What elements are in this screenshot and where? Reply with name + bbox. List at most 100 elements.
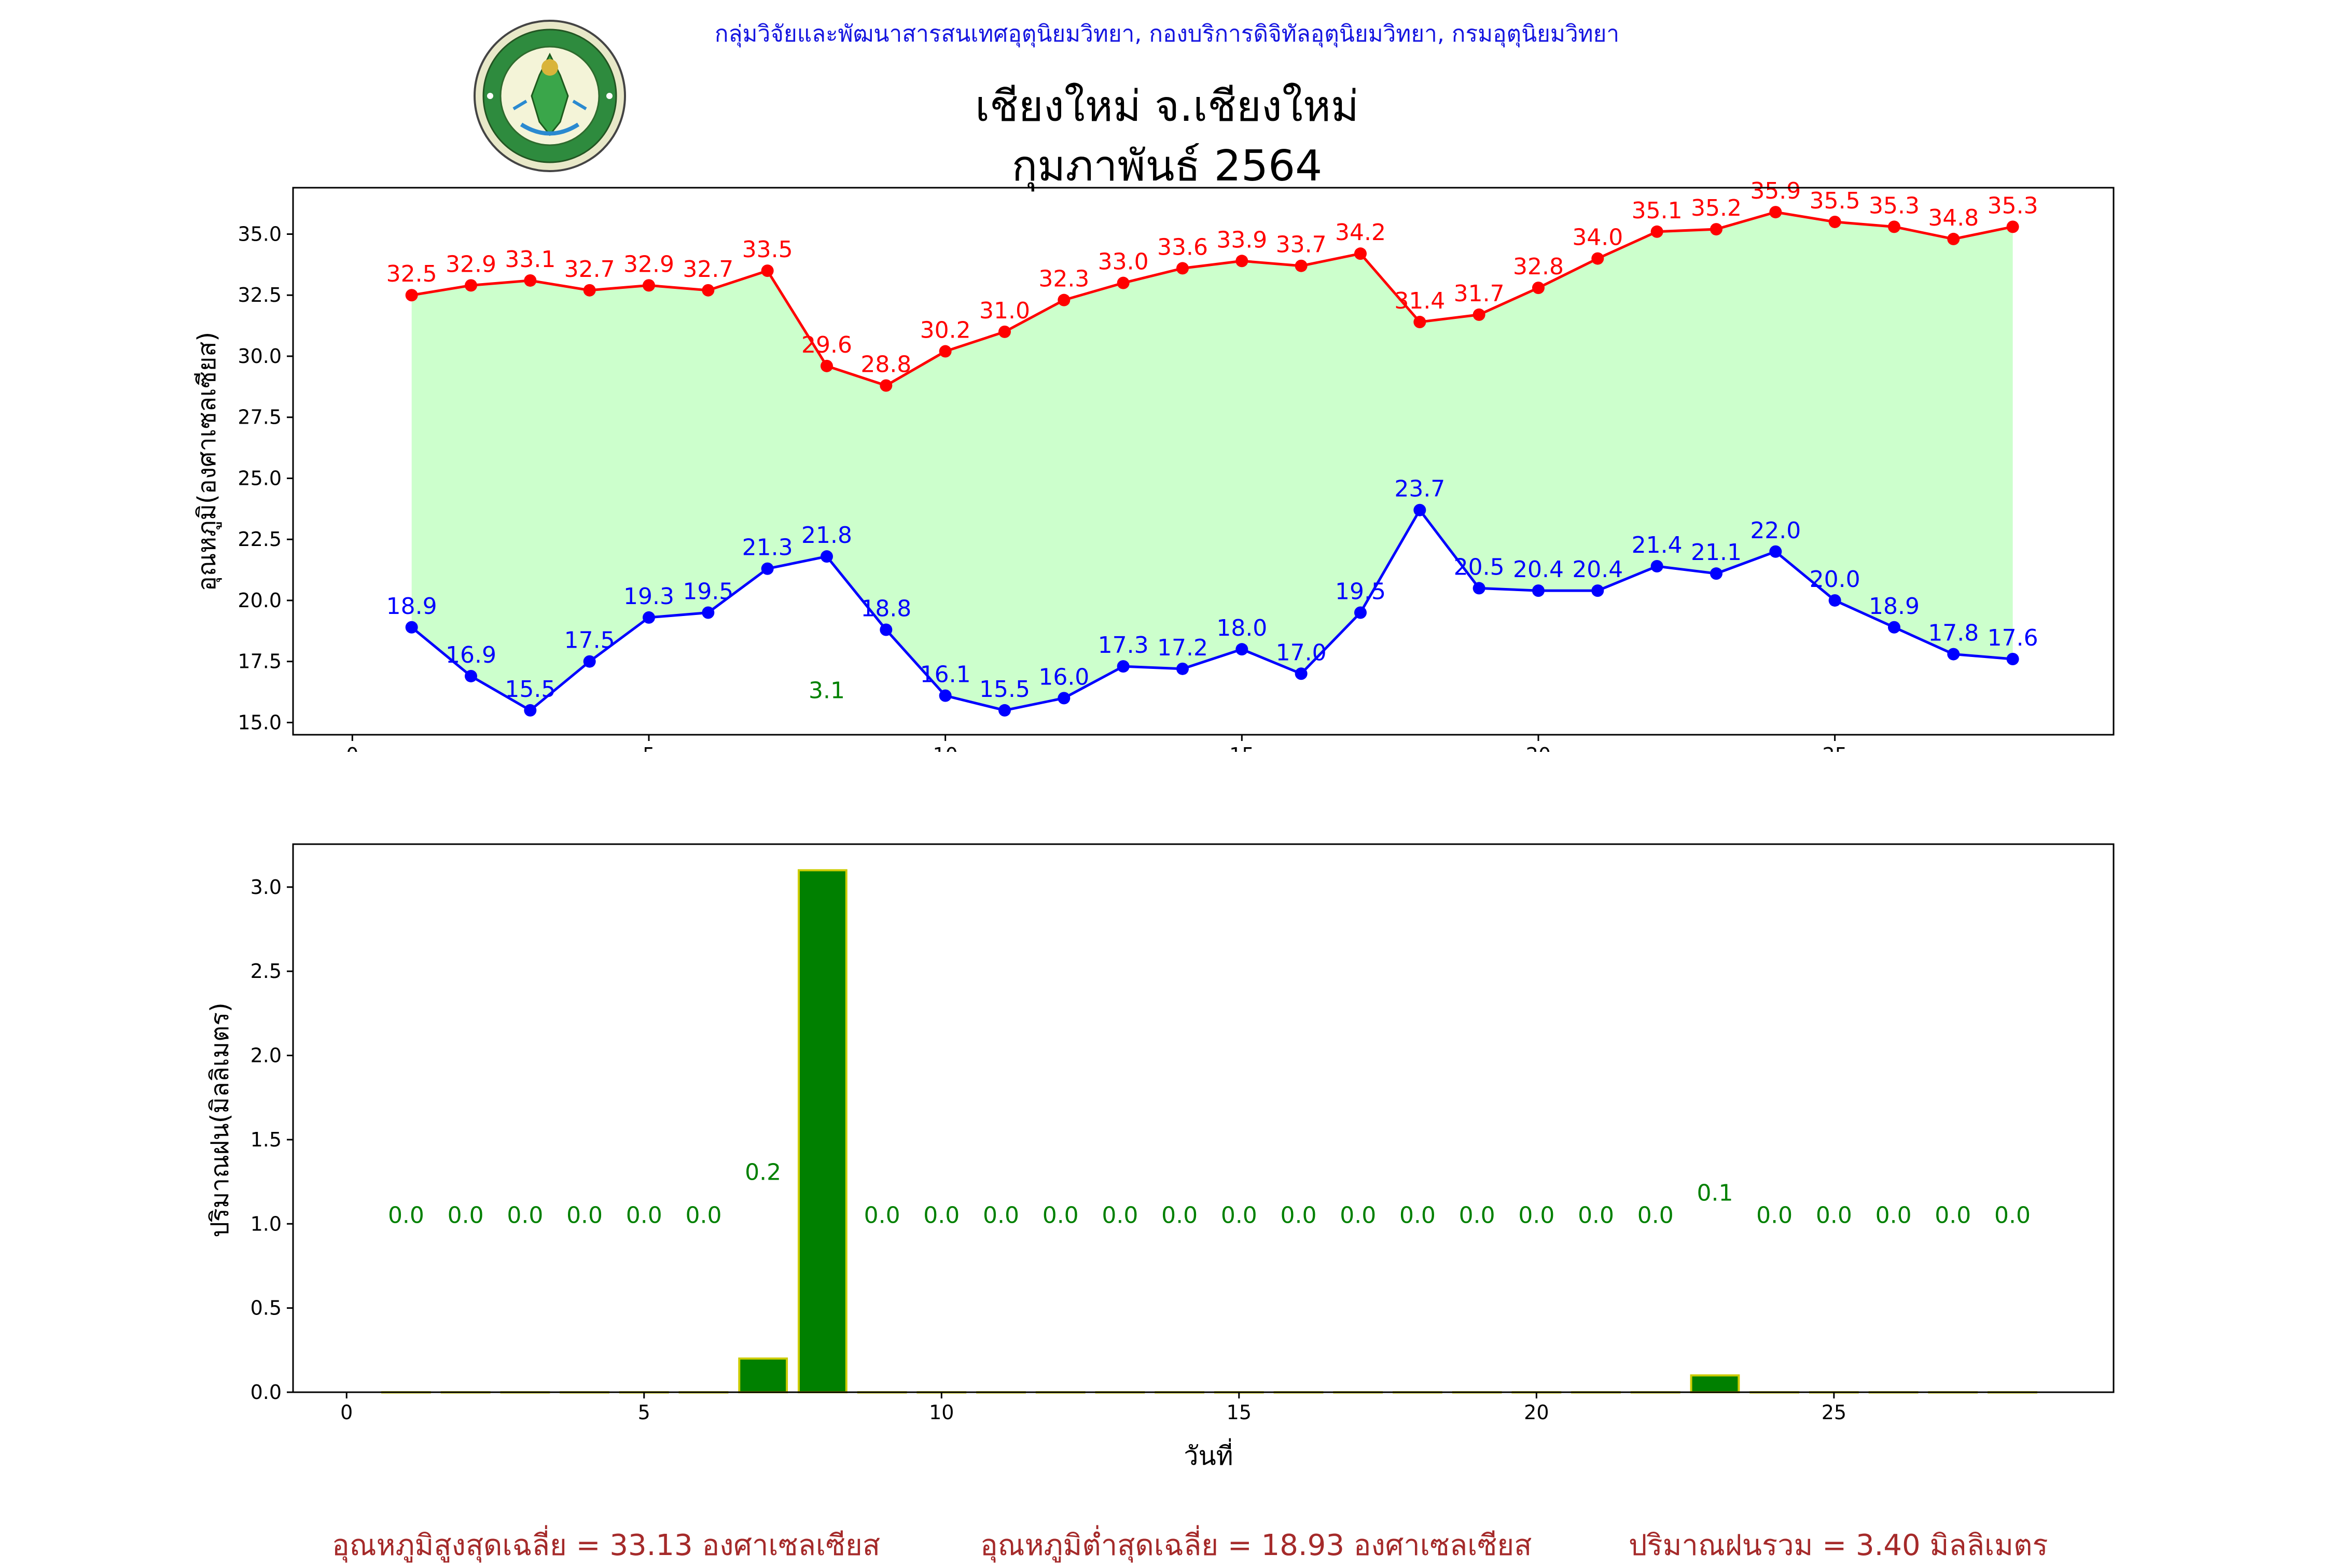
max-temp-value-label: 34.2 [1335,219,1386,246]
meteorological-department-logo [472,18,628,174]
rain-value-label: 0.0 [1816,1202,1852,1228]
rainfall-x-tick-label: 20 [1524,1401,1549,1424]
max-temp-point [761,264,774,277]
min-temp-point [524,704,537,717]
temperature-y-tick-label: 30.0 [238,345,282,368]
max-temp-value-label: 35.9 [1750,178,1801,204]
rain-bar [1928,1391,1978,1394]
min-temp-value-label: 16.1 [920,662,971,688]
rain-bar [1749,1391,1800,1394]
temperature-x-tick-label: 20 [1526,744,1551,752]
min-temp-value-label: 15.5 [979,676,1030,703]
rain-bar [1333,1391,1383,1394]
max-temp-value-label: 31.4 [1394,288,1445,314]
rain-value-label: 0.0 [1756,1202,1793,1228]
rainfall-x-tick-label: 15 [1227,1401,1252,1424]
temperature-y-tick-label: 17.5 [238,650,282,673]
rain-value-label: 0.0 [1994,1202,2031,1228]
temperature-y-tick-label: 27.5 [238,406,282,429]
max-temp-point [1887,220,1900,233]
min-temp-point [1828,594,1841,607]
max-temp-point [405,289,418,302]
rain-bar [1571,1391,1621,1394]
max-temp-point [1591,252,1604,265]
max-temp-value-label: 32.9 [446,251,496,277]
max-temp-point [1354,247,1367,260]
rain-bar [1988,1391,2037,1394]
max-temp-point [1947,232,1960,245]
rain-bar [1511,1391,1562,1394]
min-temp-value-label: 19.5 [1335,579,1386,605]
temperature-chart: อุณหภูมิ(องศาเซลเซียส) 32.5 32.9 33.1 32.7 3… [192,178,2115,752]
min-temp-point [1947,648,1960,661]
min-temp-point [464,669,477,682]
min-temp-value-label: 15.5 [505,676,555,703]
rain-bar [1035,1391,1086,1394]
max-temp-value-label: 32.3 [1038,266,1089,292]
min-temp-point [1117,660,1130,673]
rain-bar [1868,1391,1919,1394]
max-temp-value-label: 33.7 [1276,232,1327,258]
max-temp-value-label: 29.6 [801,332,852,358]
max-temp-value-label: 34.8 [1928,205,1979,231]
min-temp-point [1769,545,1782,558]
temperature-x-tick-label: 5 [643,744,655,752]
rain-bar [916,1391,967,1394]
min-temp-line [411,508,2013,712]
min-temp-value-label: 17.0 [1276,639,1327,666]
rain-bar [1273,1391,1324,1394]
min-temp-point [1354,606,1367,619]
max-temp-point [1828,215,1841,228]
rainfall-y-tick-label: 0.5 [251,1297,282,1320]
max-temp-value-label: 33.0 [1098,249,1149,275]
max-temp-line [411,211,2013,387]
min-temp-point [1887,621,1900,634]
min-temp-point [998,704,1011,717]
agency-line: กลุ่มวิจัยและพัฒนาสารสนเทศอุตุนิยมวิทยา,… [714,21,1620,47]
temperature-range-fill [411,212,2013,710]
max-temp-value-label: 31.0 [979,298,1030,324]
rain-value-label: 0.0 [1518,1202,1554,1228]
max-temp-value-label: 28.8 [860,351,911,377]
max-temp-value-label: 33.1 [505,246,555,273]
min-temp-point [1472,582,1485,595]
min-temp-point [1176,662,1189,675]
max-temp-value-label: 32.8 [1513,254,1564,280]
rain-value-label: 0.0 [1578,1202,1614,1228]
max-temp-point [880,379,893,392]
min-temp-value-label: 19.3 [623,583,674,610]
rain-value-label: 0.0 [566,1202,603,1228]
rain-bar [976,1391,1026,1394]
max-temp-value-label: 32.7 [564,256,615,283]
max-temp-value-label: 35.5 [1810,188,1860,214]
max-temp-point [1058,293,1071,306]
average-min-temperature: อุณหภูมิต่ำสุดเฉลี่ย = 18.93 องศาเซลเซีย… [980,1529,1532,1562]
max-temp-point [1235,255,1248,268]
max-temp-point [1650,225,1663,238]
min-temp-value-label: 21.8 [801,522,852,549]
rain-value-label: 0.0 [1221,1202,1257,1228]
temperature-y-tick-label: 32.5 [238,284,282,306]
rain-value-label: 0.0 [923,1202,960,1228]
temperature-x-tick-label: 15 [1229,744,1254,752]
rain-value-label: 0.0 [983,1202,1019,1228]
min-temp-point [1650,560,1663,573]
max-temp-point [583,284,596,297]
min-temp-value-label: 20.4 [1513,556,1564,583]
rain-bar [1452,1391,1502,1394]
min-temp-point [761,562,774,575]
min-temp-value-label: 18.8 [860,595,911,622]
max-temp-value-label: 32.9 [623,251,674,277]
min-temp-value-label: 19.5 [683,579,733,605]
rain-bar [1630,1391,1680,1394]
rain-value-label: 0.0 [1637,1202,1674,1228]
total-rainfall: ปริมาณฝนรวม = 3.40 มิลลิเมตร [1629,1529,2048,1562]
rain-value-label: 0.0 [864,1202,900,1228]
min-temp-value-label: 18.9 [386,593,437,620]
rain-bar [440,1391,491,1394]
max-temp-point [1472,308,1485,321]
max-temp-point [1413,316,1426,329]
min-temp-value-label: 17.5 [564,627,615,654]
temperature-axis-label: อุณหภูมิ(องศาเซลเซียส) [192,332,222,591]
min-temp-value-label: 18.0 [1216,615,1267,641]
